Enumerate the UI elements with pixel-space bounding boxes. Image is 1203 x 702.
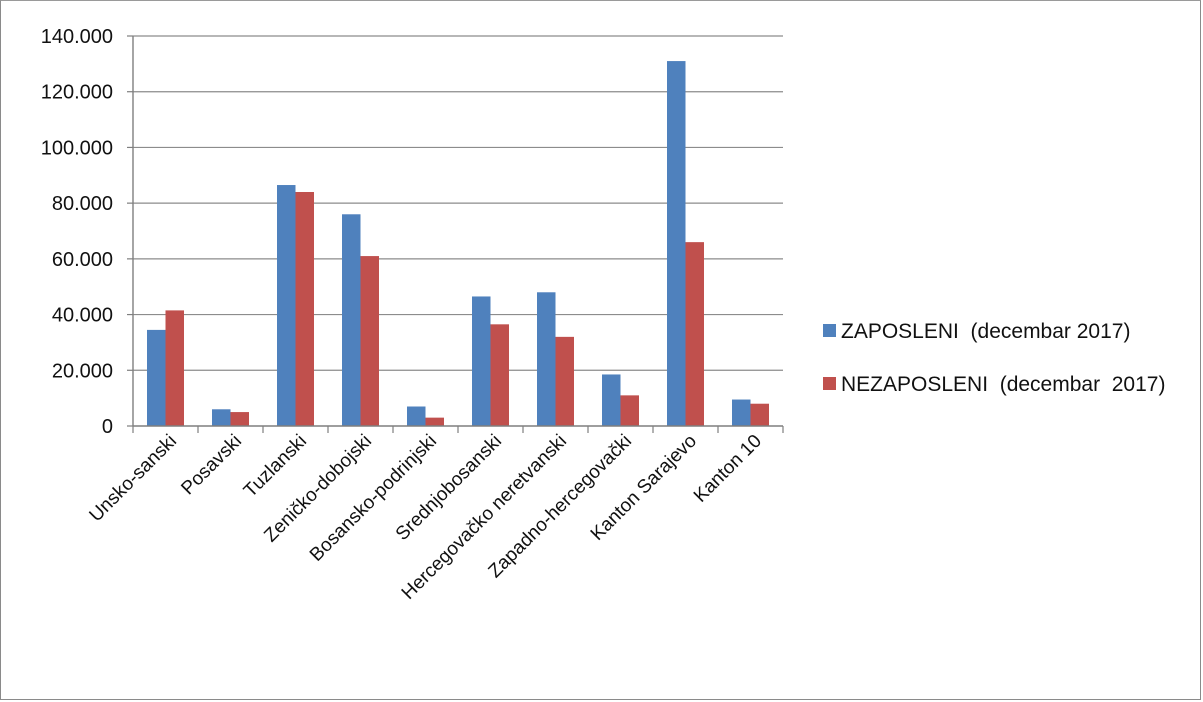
- y-tick-label: 60.000: [52, 249, 113, 271]
- legend: ZAPOSLENI (decembar 2017) NEZAPOSLENI (de…: [823, 320, 1165, 396]
- bar-nezaposleni: [490, 324, 509, 426]
- y-tick-label: 100.000: [41, 137, 113, 159]
- bar-nezaposleni: [230, 412, 249, 426]
- bar-nezaposleni: [425, 417, 444, 426]
- bar-zaposleni: [407, 406, 426, 426]
- x-tick-labels: Unsko-sanskiPosavskiTuzlanskiZeničko-dob…: [86, 431, 766, 604]
- x-tick-label: Posavski: [177, 431, 246, 500]
- y-tick-label: 20.000: [52, 360, 113, 382]
- y-tick-label: 140.000: [41, 26, 113, 48]
- bar-nezaposleni: [165, 310, 184, 426]
- bar-zaposleni: [342, 214, 361, 426]
- y-tick-labels: 0 20.000 40.000 60.000 80.000 100.000 120.000 1…: [41, 26, 113, 438]
- y-tick-label: 120.000: [41, 82, 113, 104]
- bar-nezaposleni: [360, 256, 379, 426]
- y-tick-label: 80.000: [52, 193, 113, 215]
- bar-nezaposleni: [555, 336, 574, 426]
- x-tick-label: Unsko-sanski: [86, 431, 181, 526]
- bar-nezaposleni: [685, 242, 704, 426]
- legend-swatch: [823, 324, 836, 337]
- bar-zaposleni: [537, 292, 556, 426]
- bar-zaposleni: [472, 296, 491, 426]
- bar-zaposleni: [277, 185, 296, 426]
- bar-zaposleni: [147, 329, 166, 426]
- legend-label: NEZAPOSLENI (decembar 2017): [841, 373, 1165, 396]
- x-tick-label: Kanton 10: [690, 431, 766, 507]
- bar-zaposleni: [602, 374, 621, 426]
- y-tick-label: 0: [102, 416, 113, 438]
- bar-zaposleni: [732, 399, 751, 426]
- bar-nezaposleni: [295, 192, 314, 426]
- axes: [127, 35, 784, 433]
- x-tick-label: Bosansko-podrinjski: [306, 431, 441, 566]
- bar-nezaposleni: [750, 403, 769, 426]
- bars: [147, 61, 769, 426]
- bar-nezaposleni: [620, 395, 639, 426]
- bar-zaposleni: [667, 61, 686, 426]
- legend-swatch: [823, 377, 836, 390]
- bar-zaposleni: [212, 409, 231, 426]
- y-tick-label: 40.000: [52, 305, 113, 327]
- legend-label: ZAPOSLENI (decembar 2017): [841, 320, 1130, 343]
